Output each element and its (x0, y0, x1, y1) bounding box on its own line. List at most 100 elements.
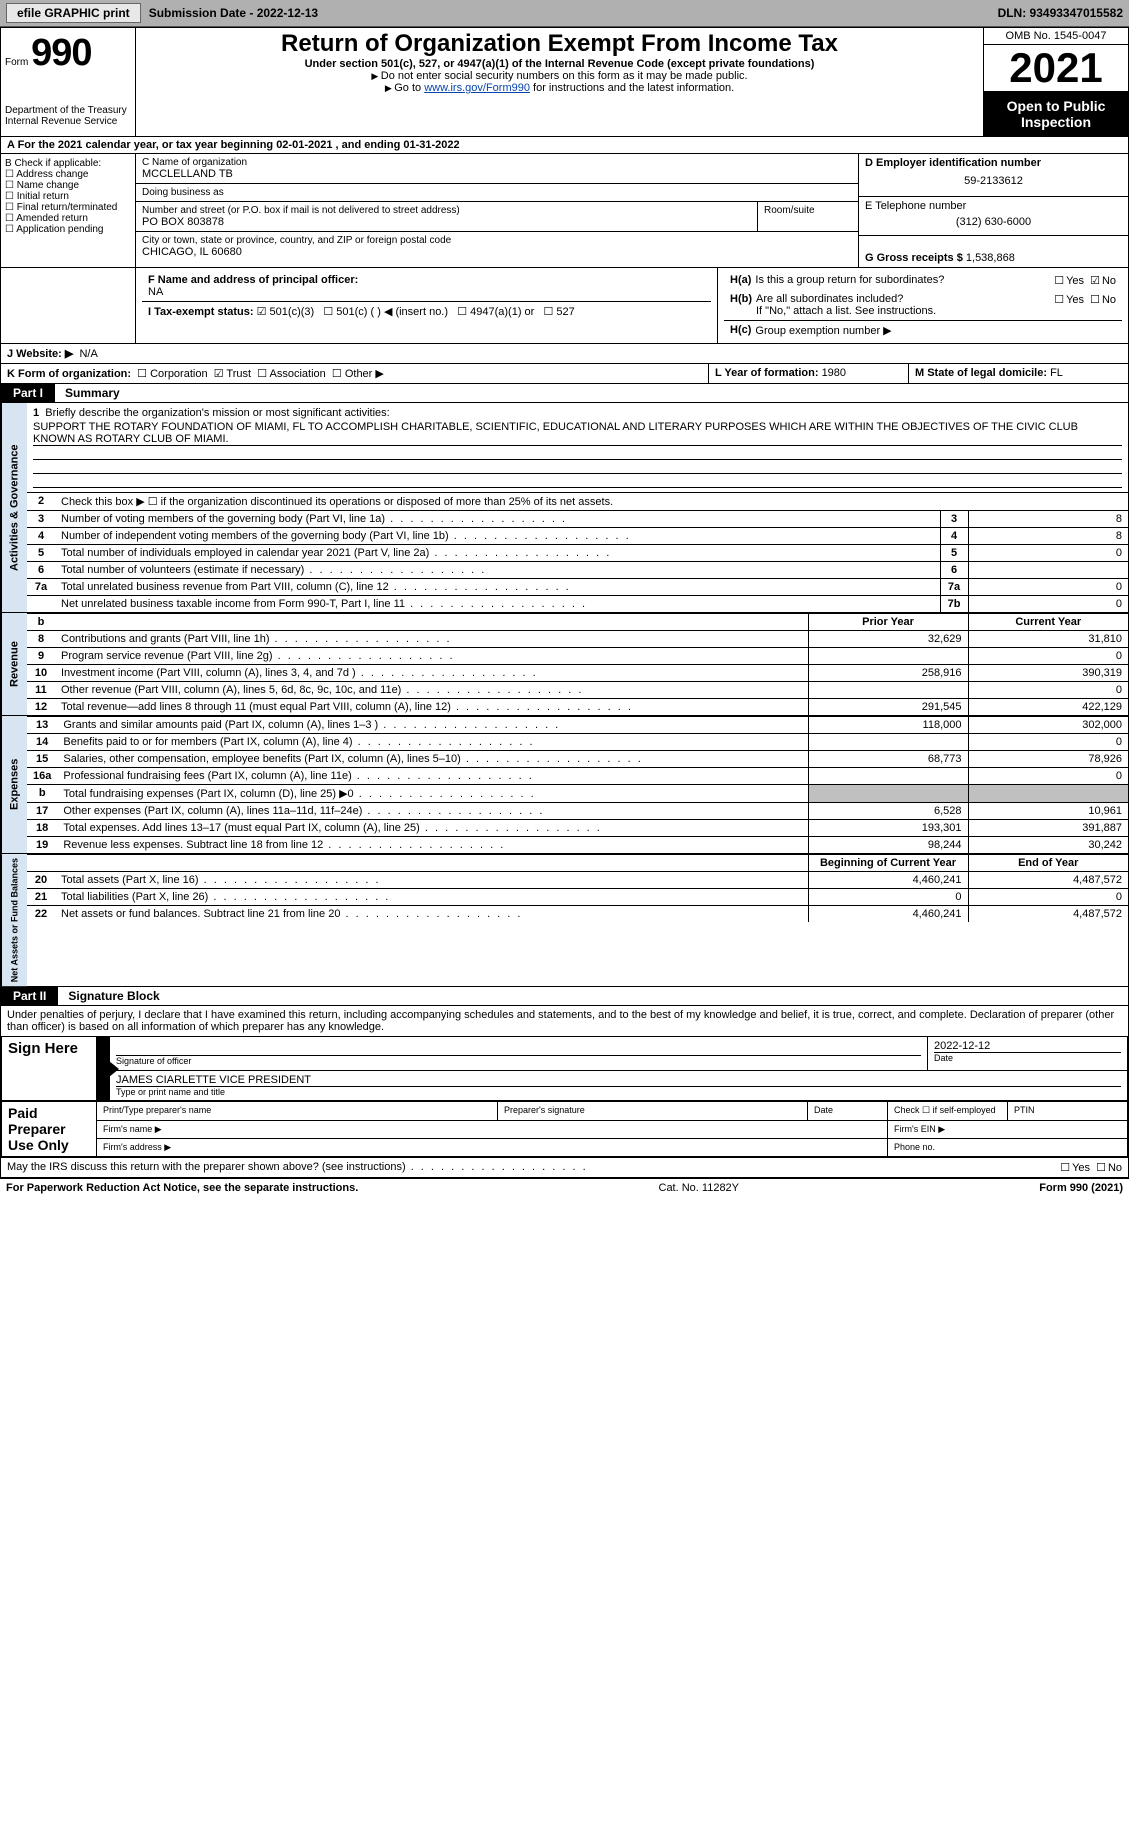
form-header: Form 990 Department of the Treasury Inte… (0, 27, 1129, 137)
room-label: Room/suite (764, 205, 852, 216)
discuss-yesno[interactable]: YesNo (1060, 1161, 1122, 1174)
table-row: 18Total expenses. Add lines 13–17 (must … (27, 820, 1128, 837)
form-title: Return of Organization Exempt From Incom… (142, 30, 977, 58)
org-corp[interactable]: Corporation (137, 368, 207, 380)
h-a-row: H(a) Is this a group return for subordin… (724, 271, 1122, 290)
website-value: N/A (79, 348, 97, 360)
row-k-label: K Form of organization: (7, 368, 131, 380)
sign-here-table: Sign Here Signature of officer 2022-12-1… (1, 1036, 1128, 1101)
preparer-selfemp-label[interactable]: Check ☐ if self-employed (888, 1102, 1008, 1120)
section-fh: F Name and address of principal officer:… (0, 268, 1129, 344)
table-row: 6Total number of volunteers (estimate if… (27, 562, 1128, 579)
section-de: D Employer identification number 59-2133… (858, 154, 1128, 267)
discuss-row: May the IRS discuss this return with the… (0, 1158, 1129, 1178)
header-grid: B Check if applicable: Address change Na… (0, 154, 1129, 268)
table-row: 11Other revenue (Part VIII, column (A), … (27, 682, 1128, 699)
part2-header: Part II Signature Block (0, 987, 1129, 1006)
org-other[interactable]: Other ▶ (332, 368, 384, 380)
ha-yesno[interactable]: YesNo (1054, 274, 1116, 287)
cb-address-change[interactable]: Address change (5, 169, 88, 180)
table-row: 3Number of voting members of the governi… (27, 511, 1128, 528)
mission-text: SUPPORT THE ROTARY FOUNDATION OF MIAMI, … (33, 419, 1122, 446)
summary-governance: Activities & Governance 1 Briefly descri… (0, 403, 1129, 613)
cb-final-return[interactable]: Final return/terminated (5, 202, 117, 213)
part1-header: Part I Summary (0, 384, 1129, 403)
rev-header-row: b Prior Year Current Year (27, 614, 1128, 631)
toolbar: efile GRAPHIC print Submission Date - 20… (0, 0, 1129, 27)
gross-receipts-label: G Gross receipts $ (865, 252, 966, 264)
summary-revenue: Revenue b Prior Year Current Year 8Contr… (0, 613, 1129, 716)
spacer-left (1, 268, 136, 343)
ssn-warning: Do not enter social security numbers on … (142, 70, 977, 82)
address-value: PO BOX 803878 (142, 216, 751, 228)
form-subtitle: Under section 501(c), 527, or 4947(a)(1)… (142, 58, 977, 70)
open-to-public: Open to Public Inspection (984, 92, 1128, 136)
tax-status-4947[interactable]: 4947(a)(1) or (457, 306, 534, 318)
footer-bar: For Paperwork Reduction Act Notice, see … (0, 1178, 1129, 1197)
table-row: 20Total assets (Part X, line 16)4,460,24… (27, 872, 1128, 889)
row-i-label: I Tax-exempt status: (148, 306, 254, 318)
form-header-center: Return of Organization Exempt From Incom… (136, 28, 983, 136)
typed-name: JAMES CIARLETTE VICE PRESIDENT (116, 1074, 1121, 1087)
sig-date-label: Date (934, 1053, 1121, 1063)
city-label: City or town, state or province, country… (142, 235, 852, 246)
typed-name-label: Type or print name and title (116, 1087, 1121, 1097)
paid-preparer-table: Paid Preparer Use Only Print/Type prepar… (1, 1101, 1128, 1157)
table-row: 15Salaries, other compensation, employee… (27, 751, 1128, 768)
catalog-no: Cat. No. 11282Y (659, 1182, 740, 1194)
paid-preparer-label: Paid Preparer Use Only (2, 1102, 97, 1157)
preparer-sig-label: Preparer's signature (497, 1102, 807, 1120)
dba-label: Doing business as (142, 187, 852, 198)
cb-initial-return[interactable]: Initial return (5, 191, 69, 202)
mission-label: Briefly describe the organization's miss… (45, 407, 389, 419)
col-prior-year: Prior Year (808, 614, 968, 631)
year-formation-value: 1980 (822, 367, 846, 379)
org-assoc[interactable]: Association (257, 368, 326, 380)
table-row: Net unrelated business taxable income fr… (27, 596, 1128, 613)
tax-status-527[interactable]: 527 (544, 306, 575, 318)
hb-yesno[interactable]: YesNo (1054, 293, 1116, 306)
table-row: 13Grants and similar amounts paid (Part … (27, 717, 1128, 734)
cb-amended-return[interactable]: Amended return (5, 213, 88, 224)
sign-here-label: Sign Here (2, 1037, 97, 1101)
col-end-year: End of Year (968, 855, 1128, 872)
cb-application-pending[interactable]: Application pending (5, 224, 104, 235)
state-domicile-value: FL (1050, 367, 1063, 379)
city-value: CHICAGO, IL 60680 (142, 246, 852, 258)
mission-blank-2 (33, 460, 1122, 474)
efile-print-button[interactable]: efile GRAPHIC print (6, 3, 141, 23)
summary-expenses: Expenses 13Grants and similar amounts pa… (0, 716, 1129, 854)
table-row: 17Other expenses (Part IX, column (A), l… (27, 803, 1128, 820)
irs-link[interactable]: www.irs.gov/Form990 (424, 82, 530, 94)
table-row: 12Total revenue—add lines 8 through 11 (… (27, 699, 1128, 716)
row-line2: 2 Check this box ▶ ☐ if the organization… (27, 493, 1128, 511)
goto-link-line: Go to www.irs.gov/Form990 for instructio… (142, 82, 977, 94)
mission-blank-1 (33, 446, 1122, 460)
form-header-right: OMB No. 1545-0047 2021 Open to Public In… (983, 28, 1128, 136)
table-row: 14Benefits paid to or for members (Part … (27, 734, 1128, 751)
table-row: 9Program service revenue (Part VIII, lin… (27, 648, 1128, 665)
row-klm: K Form of organization: Corporation Trus… (0, 364, 1129, 384)
org-trust[interactable]: Trust (214, 368, 251, 380)
gross-receipts-value: 1,538,868 (966, 252, 1015, 264)
section-b-title: B Check if applicable: (5, 158, 131, 169)
preparer-date-label: Date (808, 1102, 888, 1120)
tax-status-501c3[interactable]: 501(c)(3) (257, 306, 315, 318)
signature-block: Under penalties of perjury, I declare th… (0, 1006, 1129, 1158)
tax-status-501c[interactable]: 501(c) ( ) ◀ (insert no.) (323, 306, 448, 318)
vlabel-expenses: Expenses (1, 716, 27, 853)
table-row: 19Revenue less expenses. Subtract line 1… (27, 837, 1128, 854)
cb-name-change[interactable]: Name change (5, 180, 79, 191)
row-j: J Website: ▶ N/A (0, 344, 1129, 364)
omb-number: OMB No. 1545-0047 (984, 28, 1128, 45)
mission-blank-3 (33, 474, 1122, 488)
vlabel-governance: Activities & Governance (1, 403, 27, 612)
form-word: Form (5, 57, 28, 68)
table-row: 7aTotal unrelated business revenue from … (27, 579, 1128, 596)
officer-signature-line[interactable] (116, 1040, 921, 1056)
summary-netassets: Net Assets or Fund Balances Beginning of… (0, 854, 1129, 987)
vlabel-revenue: Revenue (1, 613, 27, 715)
tax-year: 2021 (984, 45, 1128, 92)
h-c-row: H(c) Group exemption number ▶ (724, 320, 1122, 340)
h-b-row: H(b) Are all subordinates included? YesN… (724, 290, 1122, 320)
